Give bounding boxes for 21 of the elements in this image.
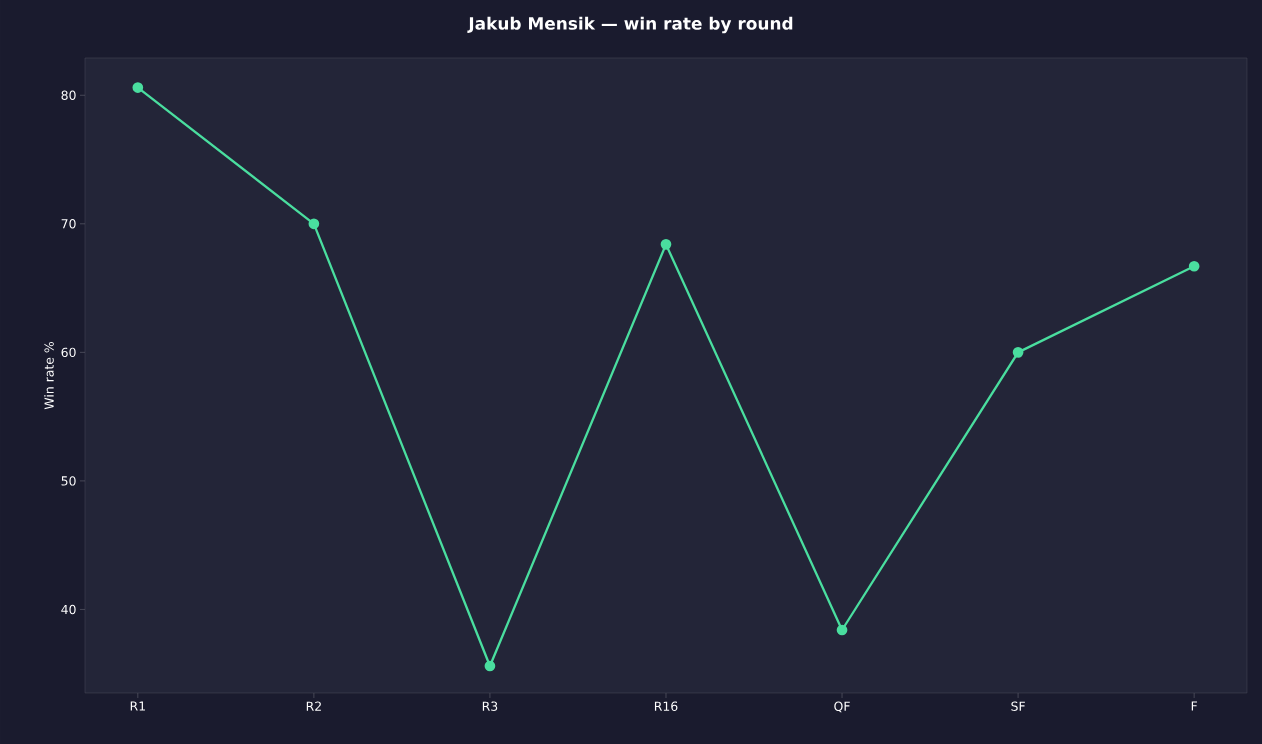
- x-tick-label: R1: [130, 701, 145, 711]
- point: [1188, 260, 1200, 272]
- y-axis-title: Win rate %: [44, 341, 54, 410]
- x-tick-label: SF: [1011, 701, 1025, 711]
- point: [1012, 347, 1024, 358]
- y-tick-label: 40: [61, 604, 76, 615]
- x-tick-label: QF: [834, 701, 850, 713]
- y-tick-label: 80: [61, 90, 76, 100]
- y-tick-label: 50: [61, 476, 76, 486]
- y-tick-label: 60: [61, 347, 76, 358]
- x-tick-label: R3: [482, 701, 498, 711]
- point: [308, 218, 320, 230]
- chart-title: Jakub Mensik — win rate by round: [467, 16, 793, 34]
- y-tick-label: 70: [61, 219, 76, 229]
- x-tick-label: R16: [654, 701, 678, 711]
- point: [484, 660, 496, 672]
- point: [660, 239, 672, 250]
- point: [132, 82, 144, 93]
- x-tick-label: F: [1191, 701, 1197, 711]
- point: [836, 624, 848, 636]
- x-tick-label: R2: [306, 701, 321, 711]
